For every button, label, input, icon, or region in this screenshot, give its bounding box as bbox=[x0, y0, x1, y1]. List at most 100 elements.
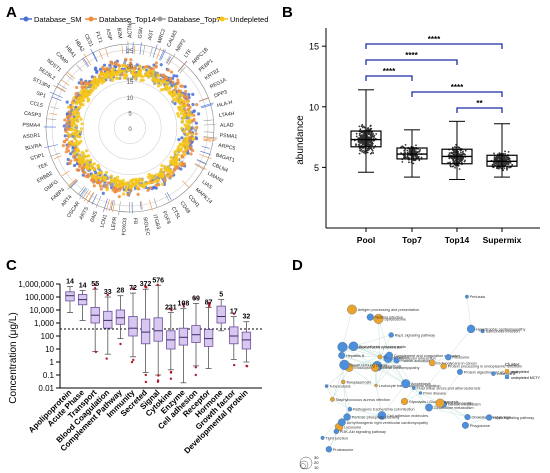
panel-c-outlier bbox=[106, 293, 109, 297]
radial-data-point bbox=[92, 184, 96, 188]
radial-tick-label: 15 bbox=[127, 80, 134, 86]
panel-b-point bbox=[371, 149, 374, 152]
panel-b-point bbox=[458, 146, 461, 149]
panel-c-outlier bbox=[208, 305, 211, 308]
panel-b-point bbox=[369, 152, 372, 155]
panel-b-point bbox=[406, 151, 409, 154]
panel-b-point bbox=[493, 161, 495, 164]
radial-data-point bbox=[112, 179, 116, 183]
radial-data-point bbox=[192, 119, 196, 123]
protein-label: NRP2 bbox=[175, 38, 187, 53]
protein-label: ARTS bbox=[78, 205, 90, 220]
radial-data-point bbox=[80, 127, 84, 131]
network-node-label: Leukocyte transendothelial migration bbox=[379, 384, 441, 388]
network-node bbox=[445, 354, 452, 361]
panel-c-outlier bbox=[119, 342, 122, 346]
panel-b-point bbox=[355, 132, 358, 135]
radial-data-point bbox=[156, 84, 161, 88]
radial-spike bbox=[196, 159, 208, 166]
panel-b-point bbox=[451, 146, 454, 149]
protein-label: DPP3 bbox=[213, 89, 228, 99]
radial-data-point bbox=[93, 77, 97, 81]
radial-spike bbox=[166, 192, 172, 200]
network-node-label: Rap1 signaling pathway bbox=[395, 334, 435, 338]
radial-spike bbox=[91, 194, 98, 205]
radial-data-point bbox=[77, 105, 81, 109]
radial-data-point bbox=[96, 78, 100, 82]
network-edge bbox=[341, 355, 376, 368]
significance-label: **** bbox=[451, 83, 464, 92]
radial-spike bbox=[118, 201, 121, 216]
panel-c-count-label: 576 bbox=[152, 277, 164, 284]
panel-c-outlier bbox=[144, 380, 148, 384]
radial-data-point bbox=[109, 182, 113, 186]
radial-spike bbox=[165, 55, 171, 64]
radial-data-point bbox=[81, 160, 85, 164]
radial-data-point bbox=[189, 113, 193, 117]
radial-ring-1 bbox=[98, 96, 162, 160]
radial-data-point bbox=[90, 174, 94, 178]
panel-b-point bbox=[452, 159, 455, 162]
radial-data-point bbox=[99, 72, 103, 76]
network-node-label: Amoebiasis bbox=[411, 382, 431, 386]
radial-data-point bbox=[70, 124, 74, 128]
radial-data-point bbox=[173, 102, 177, 106]
radial-data-point bbox=[195, 125, 199, 130]
network-node bbox=[325, 446, 333, 453]
panel-c-box bbox=[103, 310, 113, 329]
panel-c-box bbox=[65, 291, 75, 302]
network-node bbox=[341, 379, 346, 385]
radial-data-point bbox=[135, 186, 139, 190]
panel-b-point bbox=[368, 131, 371, 134]
panel-b-point bbox=[367, 142, 370, 145]
panel-b-point bbox=[359, 142, 361, 145]
network-node bbox=[347, 406, 353, 412]
network-node bbox=[456, 368, 463, 375]
significance-bracket bbox=[456, 107, 503, 113]
radial-data-point bbox=[131, 178, 135, 182]
legend-top7-marker bbox=[157, 16, 163, 22]
network-edge bbox=[353, 346, 389, 359]
size-legend-circle-medium bbox=[299, 460, 309, 470]
panel-b-point bbox=[419, 149, 421, 151]
radial-data-point bbox=[184, 89, 188, 94]
network-node bbox=[339, 359, 350, 370]
panel-b-point bbox=[360, 125, 363, 128]
radial-data-point bbox=[194, 128, 198, 132]
radial-data-point bbox=[182, 129, 186, 133]
network-edge bbox=[465, 417, 490, 426]
radial-spike bbox=[57, 83, 68, 90]
radial-data-point bbox=[98, 184, 102, 188]
radial-data-point bbox=[178, 98, 182, 102]
radial-data-point bbox=[81, 173, 85, 177]
radial-data-point bbox=[156, 78, 160, 82]
protein-label: F8 bbox=[132, 218, 138, 224]
radial-data-point bbox=[185, 100, 189, 104]
radial-data-point bbox=[194, 132, 198, 136]
radial-data-point bbox=[155, 176, 159, 180]
panel-d-legend-swatch-1 bbox=[505, 369, 509, 373]
protein-label: SIGLEC bbox=[141, 216, 150, 236]
radial-spike bbox=[153, 198, 158, 208]
panel-c-y-tick-label: 1 bbox=[50, 358, 55, 367]
significance-label: **** bbox=[405, 51, 418, 60]
radial-data-point bbox=[147, 69, 151, 73]
radial-spike bbox=[62, 170, 70, 177]
panel-b-point bbox=[369, 134, 372, 136]
radial-data-point bbox=[124, 182, 128, 187]
network-node bbox=[330, 397, 335, 402]
panel-b-y-tick-label: 10 bbox=[309, 102, 319, 112]
radial-data-point bbox=[173, 168, 177, 172]
protein-label: CD48 bbox=[179, 201, 192, 215]
radial-data-point bbox=[185, 139, 189, 143]
panel-c-y-tick-label: 100 bbox=[41, 332, 55, 341]
protein-label: B2M bbox=[116, 28, 123, 39]
radial-data-point bbox=[72, 154, 76, 158]
network-edge bbox=[381, 383, 406, 416]
network-node bbox=[347, 304, 357, 315]
radial-spike bbox=[86, 192, 94, 204]
radial-data-point bbox=[117, 64, 121, 68]
radial-data-point bbox=[121, 63, 125, 68]
radial-data-point bbox=[126, 77, 130, 81]
